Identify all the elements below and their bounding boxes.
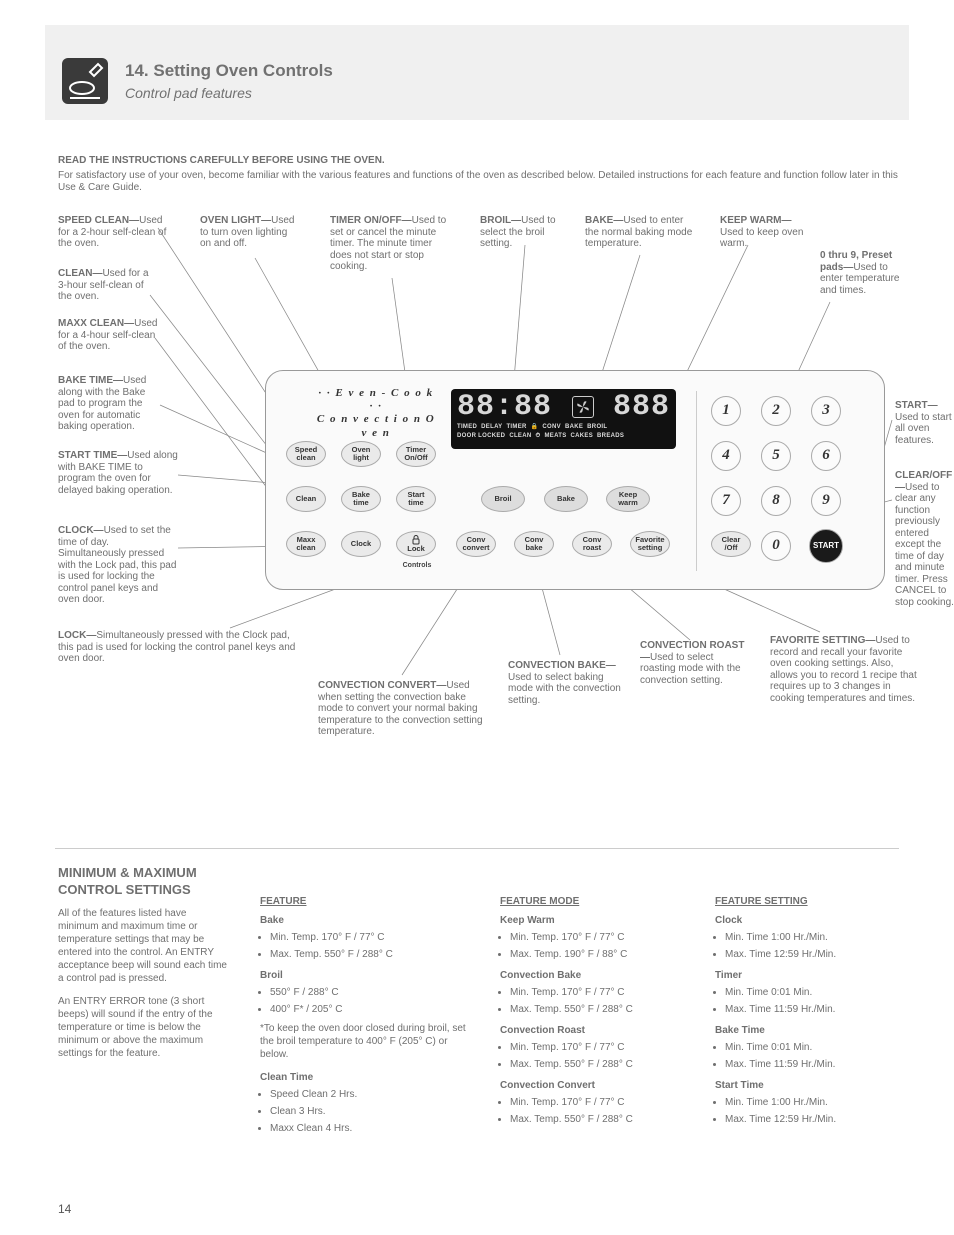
col2-cc: Convection Convert [500, 1079, 680, 1092]
keep-warm-button[interactable]: Keepwarm [606, 486, 650, 512]
key-5[interactable]: 5 [761, 441, 791, 471]
control-panel: · · E v e n - C o o k · · C o n v e c t … [265, 370, 885, 590]
col3-tm-list: Min. Time 0:01 Min.Max. Time 11:59 Hr./M… [725, 986, 895, 1016]
section-icon [62, 58, 108, 104]
col1-bake-list: Min. Temp. 170° F / 77° C Max. Temp. 550… [270, 931, 470, 961]
maxx-clean-button[interactable]: Maxxclean [286, 531, 326, 557]
page-subtitle: Control pad features [125, 84, 252, 102]
col3-head: FEATURE SETTING [715, 895, 895, 908]
col1-clean-list: Speed Clean 2 Hrs. Clean 3 Hrs. Maxx Cle… [270, 1088, 470, 1135]
col1-bake: Bake [260, 914, 470, 927]
callout-speed-clean: SPEED CLEAN—Used for a 2-hour self-clean… [58, 215, 173, 250]
col2-cb: Convection Bake [500, 969, 680, 982]
features-intro-b: An ENTRY ERROR tone (3 short beeps) will… [58, 995, 228, 1060]
display-time: 88:88 [457, 392, 552, 422]
favorite-button[interactable]: Favoritesetting [630, 531, 670, 557]
panel-divider [696, 391, 697, 571]
callout-conv-bake: CONVECTION BAKE—Used to select baking mo… [508, 660, 623, 706]
col2-cr-list: Min. Temp. 170° F / 77° CMax. Temp. 550°… [510, 1041, 680, 1071]
clean-button[interactable]: Clean [286, 486, 326, 512]
key-3[interactable]: 3 [811, 396, 841, 426]
conv-roast-button[interactable]: Convroast [572, 531, 612, 557]
callout-bake-time: BAKE TIME—Used along with the Bake pad t… [58, 375, 158, 433]
col1-clean: Clean Time [260, 1071, 470, 1084]
fan-icon [572, 396, 594, 418]
callout-oven-light: OVEN LIGHT—Used to turn oven lighting on… [200, 215, 300, 250]
callout-maxx-clean: MAXX CLEAN—Used for a 4-hour self-clean … [58, 318, 158, 353]
conv-convert-button[interactable]: Convconvert [456, 531, 496, 557]
col2-cb-list: Min. Temp. 170° F / 77° CMax. Temp. 550°… [510, 986, 680, 1016]
callout-clock: CLOCK—Used to set the time of day. Simul… [58, 525, 178, 606]
callout-keep-warm: KEEP WARM—Used to keep oven warm. [720, 215, 810, 250]
features-intro-a: All of the features listed have minimum … [58, 907, 228, 985]
callout-broil: BROIL—Used to select the broil setting. [480, 215, 575, 250]
col2-kw: Keep Warm [500, 914, 680, 927]
bake-button[interactable]: Bake [544, 486, 588, 512]
key-9[interactable]: 9 [811, 486, 841, 516]
display-temp: 888 [613, 392, 670, 422]
oven-display: 88:88 888 TIMED DELAY TIMER 🔒 CONV BAKE … [451, 389, 676, 449]
page-number: 14 [58, 1202, 71, 1218]
col3-tm: Timer [715, 969, 895, 982]
callout-start: START—Used to start all oven features. [895, 400, 954, 446]
oven-light-button[interactable]: Ovenlight [341, 441, 381, 467]
key-2[interactable]: 2 [761, 396, 791, 426]
col3-bt: Bake Time [715, 1024, 895, 1037]
page-title: 14. Setting Oven Controls [125, 60, 333, 82]
lock-button[interactable]: Lock [396, 531, 436, 557]
col1-note: *To keep the oven door closed during bro… [260, 1022, 470, 1061]
col3-st-list: Min. Time 1:00 Hr./Min.Max. Time 12:59 H… [725, 1096, 895, 1126]
callout-clear: CLEAR/OFF—Used to clear any function pre… [895, 470, 954, 608]
timer-button[interactable]: TimerOn/Off [396, 441, 436, 467]
callout-conv-roast: CONVECTION ROAST—Used to select roasting… [640, 640, 750, 686]
callout-favorite: FAVORITE SETTING—Used to record and reca… [770, 635, 920, 704]
broil-button[interactable]: Broil [481, 486, 525, 512]
key-4[interactable]: 4 [711, 441, 741, 471]
callout-timer: TIMER ON/OFF—Used to set or cancel the m… [330, 215, 450, 273]
col2-head: FEATURE MODE [500, 895, 680, 908]
conv-bake-button[interactable]: Convbake [514, 531, 554, 557]
panel-brand: · · E v e n - C o o k · · C o n v e c t … [316, 387, 436, 440]
key-7[interactable]: 7 [711, 486, 741, 516]
callout-keys: 0 thru 9, Preset pads—Used to enter temp… [820, 250, 910, 296]
col2-cc-list: Min. Temp. 170° F / 77° CMax. Temp. 550°… [510, 1096, 680, 1126]
callout-conv-convert: CONVECTION CONVERT—Used when setting the… [318, 680, 488, 738]
col3-clk-list: Min. Time 1:00 Hr./Min.Max. Time 12:59 H… [725, 931, 895, 961]
speed-clean-button[interactable]: Speedclean [286, 441, 326, 467]
divider-line [55, 848, 899, 849]
start-button[interactable]: START [809, 529, 843, 563]
key-0[interactable]: 0 [761, 531, 791, 561]
key-6[interactable]: 6 [811, 441, 841, 471]
col1-broil-list: 550° F / 288° C 400° F* / 205° C [270, 986, 470, 1016]
intro-text: For satisfactory use of your oven, becom… [58, 170, 898, 193]
callout-lock: LOCK—Simultaneously pressed with the Clo… [58, 630, 308, 665]
key-8[interactable]: 8 [761, 486, 791, 516]
col3-clk: Clock [715, 914, 895, 927]
display-indicators: TIMED DELAY TIMER 🔒 CONV BAKE BROIL [457, 424, 670, 431]
col2-kw-list: Min. Temp. 170° F / 77° CMax. Temp. 190°… [510, 931, 680, 961]
bake-time-button[interactable]: Baketime [341, 486, 381, 512]
col1-broil: Broil [260, 969, 470, 982]
col3-st: Start Time [715, 1079, 895, 1092]
key-1[interactable]: 1 [711, 396, 741, 426]
callout-clean: CLEAN—Used for a 3-hour self-clean of th… [58, 268, 158, 303]
display-indicators-2: DOOR LOCKED CLEAN ⏱ MEATS CAKES BREADS [457, 433, 670, 440]
callout-bake: BAKE—Used to enter the normal baking mod… [585, 215, 700, 250]
col1-head: FEATURE [260, 895, 470, 908]
clear-off-button[interactable]: Clear/Off [711, 531, 751, 557]
intro-bold: READ THE INSTRUCTIONS CAREFULLY BEFORE U… [58, 155, 658, 167]
col3-bt-list: Min. Time 0:01 Min.Max. Time 11:59 Hr./M… [725, 1041, 895, 1071]
features-heading: MINIMUM & MAXIMUM CONTROL SETTINGS [58, 865, 228, 899]
col2-cr: Convection Roast [500, 1024, 680, 1037]
callout-start-time: START TIME—Used along with BAKE TIME to … [58, 450, 178, 496]
lock-sublabel: Controls [399, 561, 435, 570]
clock-button[interactable]: Clock [341, 531, 381, 557]
start-time-button[interactable]: Starttime [396, 486, 436, 512]
